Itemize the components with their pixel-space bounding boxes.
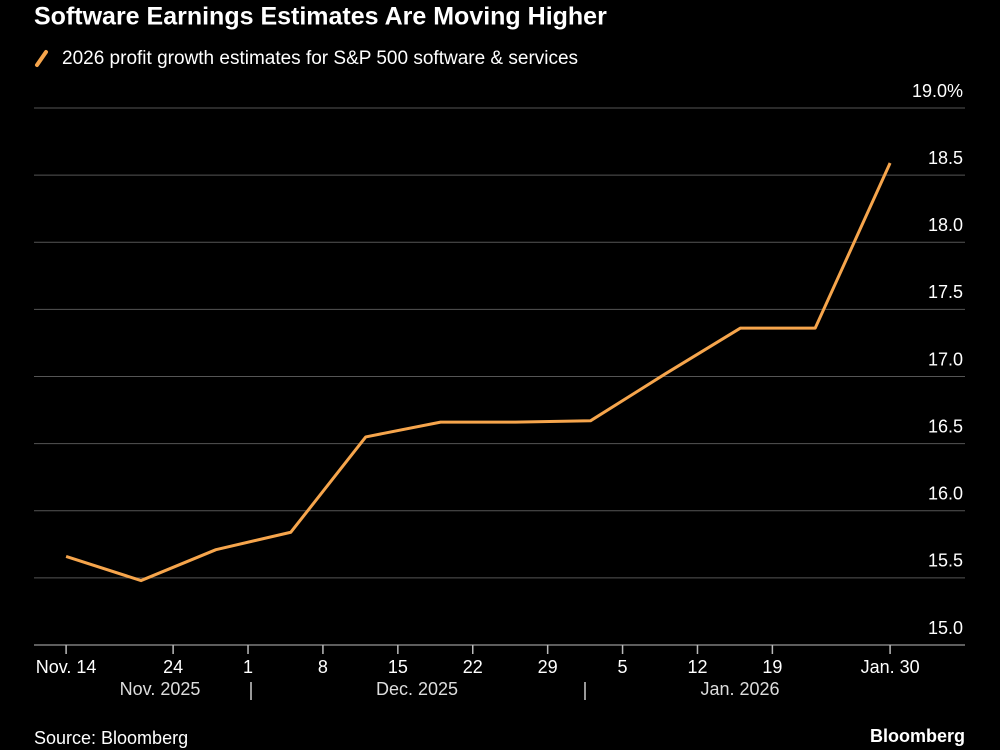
x-tick-label: 22	[463, 657, 483, 677]
brand: Bloomberg	[870, 726, 965, 746]
x-tick-label: Jan. 30	[861, 657, 920, 677]
y-tick-label: 18.5	[928, 148, 963, 168]
x-tick-label: 1	[243, 657, 253, 677]
x-tick-label: 29	[538, 657, 558, 677]
x-group-label: Dec. 2025	[376, 679, 458, 699]
x-tick-label: 24	[163, 657, 183, 677]
x-tick-label: 15	[388, 657, 408, 677]
x-group-label: Nov. 2025	[120, 679, 201, 699]
chart-title: Software Earnings Estimates Are Moving H…	[34, 3, 607, 31]
y-tick-label: 18.0	[928, 215, 963, 235]
x-tick-label: 12	[687, 657, 707, 677]
data-line	[65, 162, 892, 583]
x-tick-label: 5	[618, 657, 628, 677]
y-tick-label: 19.0%	[912, 81, 963, 101]
x-tick-label: 8	[318, 657, 328, 677]
y-tick-label: 17.0	[928, 349, 963, 369]
y-tick-label: 16.5	[928, 416, 963, 436]
y-tick-label: 17.5	[928, 282, 963, 302]
source: Source: Bloomberg	[34, 728, 188, 748]
x-group-label: Jan. 2026	[700, 679, 779, 699]
y-tick-label: 15.5	[928, 551, 963, 571]
y-tick-label: 16.0	[928, 484, 963, 504]
legend-label: 2026 profit growth estimates for S&P 500…	[62, 48, 578, 69]
x-tick-label: 19	[762, 657, 782, 677]
x-tick-label: Nov. 14	[36, 657, 97, 677]
y-tick-label: 15.0	[928, 618, 963, 638]
legend-swatch	[35, 50, 48, 67]
